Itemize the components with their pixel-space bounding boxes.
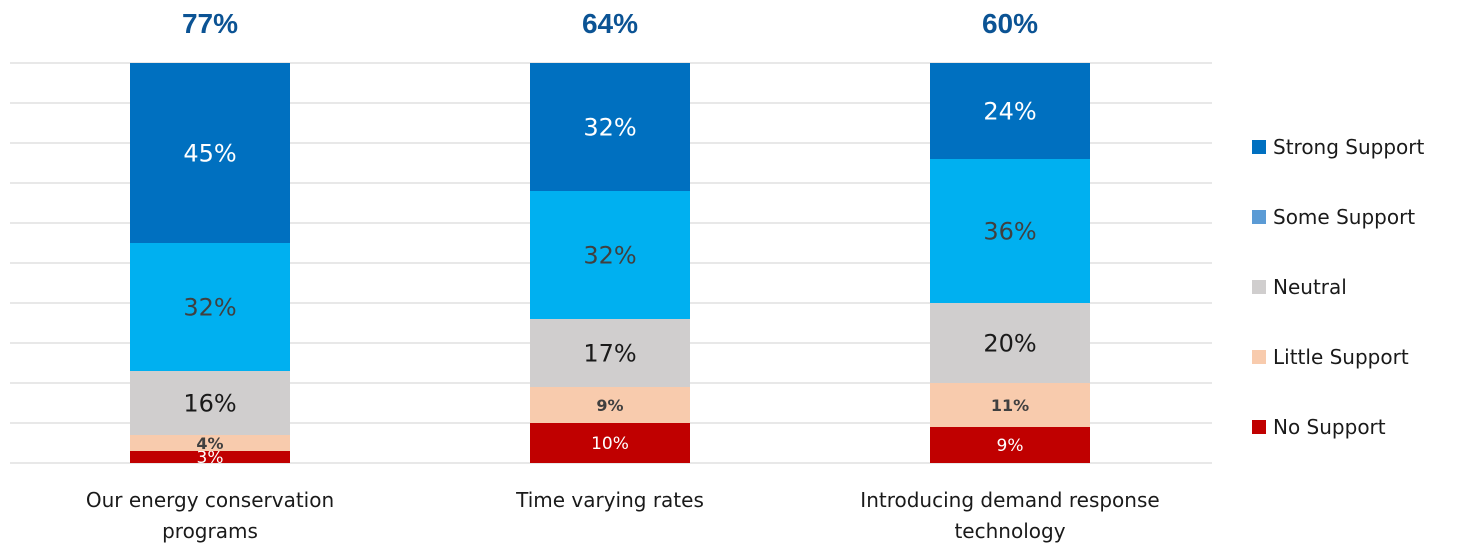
data-label: 20% bbox=[983, 330, 1036, 358]
data-label: 36% bbox=[983, 218, 1036, 246]
legend-label: Strong Support bbox=[1273, 135, 1425, 159]
data-label: 9% bbox=[596, 396, 623, 415]
legend-item: Some Support bbox=[1252, 182, 1424, 252]
bar-segment-neutral bbox=[530, 319, 690, 387]
legend-item: Neutral bbox=[1252, 252, 1424, 322]
category-label: technology bbox=[954, 519, 1065, 543]
legend-item: No Support bbox=[1252, 392, 1424, 462]
legend-swatch bbox=[1252, 280, 1266, 294]
data-label: 32% bbox=[583, 114, 636, 142]
legend-item: Strong Support bbox=[1252, 112, 1424, 182]
bar-segment-neutral bbox=[930, 303, 1090, 383]
bar-segment-strong-support bbox=[930, 63, 1090, 159]
legend-label: Little Support bbox=[1273, 345, 1409, 369]
legend-label: Some Support bbox=[1273, 205, 1416, 229]
bar-segment-some-support bbox=[930, 159, 1090, 303]
bar-segment-little-support bbox=[930, 383, 1090, 427]
category-label: Introducing demand response bbox=[860, 488, 1159, 512]
total-label: 64% bbox=[582, 8, 638, 39]
bar-segment-neutral bbox=[130, 371, 290, 435]
bar-segment-little-support bbox=[530, 387, 690, 423]
data-label: 24% bbox=[983, 98, 1036, 126]
data-label: 32% bbox=[583, 242, 636, 270]
bar-segment-some-support bbox=[530, 191, 690, 319]
data-label: 32% bbox=[183, 294, 236, 322]
total-label: 60% bbox=[982, 8, 1038, 39]
legend-label: Neutral bbox=[1273, 275, 1347, 299]
category-label: programs bbox=[162, 519, 258, 543]
legend-swatch bbox=[1252, 420, 1266, 434]
category-label: Our energy conservation bbox=[86, 488, 334, 512]
legend-swatch bbox=[1252, 140, 1266, 154]
bar-segment-strong-support bbox=[130, 63, 290, 243]
legend-item: Little Support bbox=[1252, 322, 1424, 392]
data-label: 3% bbox=[197, 448, 224, 468]
data-label: 10% bbox=[591, 434, 629, 454]
bar-segment-no-support bbox=[130, 451, 290, 463]
bar-segment-some-support bbox=[130, 243, 290, 371]
data-label: 16% bbox=[183, 390, 236, 418]
category-label: Time varying rates bbox=[515, 488, 704, 512]
data-label: 9% bbox=[997, 436, 1024, 456]
legend-swatch bbox=[1252, 210, 1266, 224]
total-label: 77% bbox=[182, 8, 238, 39]
data-label: 4% bbox=[196, 434, 223, 453]
bar-segment-strong-support bbox=[530, 63, 690, 191]
data-label: 45% bbox=[183, 140, 236, 168]
bar-segment-little-support bbox=[130, 435, 290, 451]
chart-legend: Strong Support Some Support Neutral Little … bbox=[1252, 112, 1424, 462]
bar-segment-no-support bbox=[530, 423, 690, 463]
bar-segment-no-support bbox=[930, 427, 1090, 463]
data-label: 17% bbox=[583, 340, 636, 368]
data-label: 11% bbox=[991, 396, 1029, 415]
legend-swatch bbox=[1252, 350, 1266, 364]
legend-label: No Support bbox=[1273, 415, 1386, 439]
